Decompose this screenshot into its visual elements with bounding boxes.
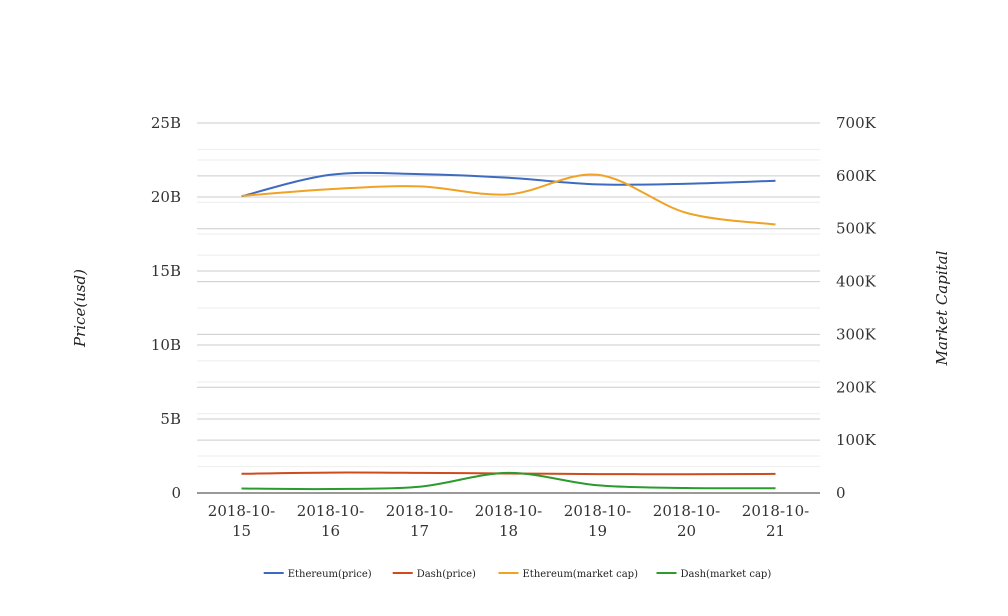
axes: 0 5B 10B 15B 20B 25B 0 100K 200K 300K 400K 500K 600K… bbox=[71, 114, 951, 540]
data-point-ethereum-price[interactable] bbox=[417, 172, 422, 177]
y-left-tick-label: 15B bbox=[151, 262, 181, 280]
y-left-tick-label: 0 bbox=[171, 484, 181, 502]
data-point-ethereum-market-cap[interactable] bbox=[417, 184, 422, 189]
data-point-ethereum-price[interactable] bbox=[684, 181, 689, 186]
legend-label: Dash(market cap) bbox=[681, 569, 772, 580]
series-line-dash-market-cap bbox=[241, 471, 776, 491]
data-point-dash-market-cap[interactable] bbox=[239, 486, 244, 491]
data-point-ethereum-market-cap[interactable] bbox=[773, 222, 778, 227]
y-right-tick-label: 400K bbox=[836, 273, 877, 291]
data-point-ethereum-price[interactable] bbox=[328, 172, 333, 177]
series-line-ethereum-price bbox=[241, 171, 776, 198]
data-point-ethereum-market-cap[interactable] bbox=[328, 187, 333, 192]
y-right-tick-label: 0 bbox=[836, 484, 846, 502]
y-right-tick-label: 700K bbox=[836, 114, 877, 132]
y-right-tick-label: 500K bbox=[836, 220, 877, 238]
series-lines bbox=[239, 171, 778, 492]
x-tick-label: 2018-10-18 bbox=[475, 502, 542, 540]
y-left-axis-title: Price(usd) bbox=[71, 269, 89, 348]
y-right-tick-label: 200K bbox=[836, 378, 877, 396]
legend-item-ethereum-market-cap[interactable]: Ethereum(market cap) bbox=[498, 569, 639, 580]
data-point-ethereum-market-cap[interactable] bbox=[595, 172, 600, 177]
legend-item-dash-price[interactable]: Dash(price) bbox=[392, 569, 476, 580]
y-left-tick-label: 25B bbox=[151, 114, 181, 132]
x-tick-label: 2018-10-15 bbox=[208, 502, 275, 540]
legend-item-ethereum-price[interactable]: Ethereum(price) bbox=[263, 569, 372, 580]
data-point-dash-market-cap[interactable] bbox=[595, 483, 600, 488]
data-point-ethereum-price[interactable] bbox=[595, 182, 600, 187]
x-tick-label: 2018-10-20 bbox=[653, 502, 720, 540]
data-point-dash-price[interactable] bbox=[328, 470, 333, 475]
y-right-tick-label: 300K bbox=[836, 325, 877, 343]
legend-label: Dash(price) bbox=[417, 569, 476, 580]
data-point-ethereum-market-cap[interactable] bbox=[506, 192, 511, 197]
data-point-ethereum-market-cap[interactable] bbox=[684, 210, 689, 215]
y-right-axis-title: Market Capital bbox=[933, 250, 951, 366]
data-point-dash-market-cap[interactable] bbox=[506, 470, 511, 475]
y-left-tick-label: 5B bbox=[160, 410, 181, 428]
grid-lines bbox=[197, 122, 820, 468]
data-point-ethereum-market-cap[interactable] bbox=[239, 193, 244, 198]
data-point-dash-price[interactable] bbox=[417, 470, 422, 475]
legend-label: Ethereum(market cap) bbox=[523, 569, 639, 580]
x-tick-label: 2018-10-17 bbox=[386, 502, 453, 540]
data-point-dash-price[interactable] bbox=[773, 471, 778, 476]
y-right-tick-label: 600K bbox=[836, 167, 877, 185]
data-point-dash-market-cap[interactable] bbox=[417, 484, 422, 489]
series-line-ethereum-market-cap bbox=[241, 173, 776, 226]
data-point-dash-market-cap[interactable] bbox=[328, 487, 333, 492]
data-point-dash-market-cap[interactable] bbox=[684, 485, 689, 490]
x-tick-label: 2018-10-19 bbox=[564, 502, 631, 540]
y-left-tick-label: 20B bbox=[151, 188, 181, 206]
data-point-dash-price[interactable] bbox=[595, 472, 600, 477]
legend-item-dash-market-cap[interactable]: Dash(market cap) bbox=[656, 569, 772, 580]
data-point-dash-price[interactable] bbox=[684, 472, 689, 477]
y-left-tick-label: 10B bbox=[151, 336, 181, 354]
data-point-ethereum-price[interactable] bbox=[773, 178, 778, 183]
data-point-dash-price[interactable] bbox=[239, 471, 244, 476]
x-tick-label: 2018-10-21 bbox=[742, 502, 809, 540]
legend-label: Ethereum(price) bbox=[288, 569, 372, 580]
y-right-tick-label: 100K bbox=[836, 431, 877, 449]
data-point-dash-market-cap[interactable] bbox=[773, 486, 778, 491]
x-tick-label: 2018-10-16 bbox=[297, 502, 364, 540]
legend: Ethereum(price) Dash(price) Ethereum(marke… bbox=[263, 569, 772, 580]
data-point-ethereum-price[interactable] bbox=[506, 175, 511, 180]
